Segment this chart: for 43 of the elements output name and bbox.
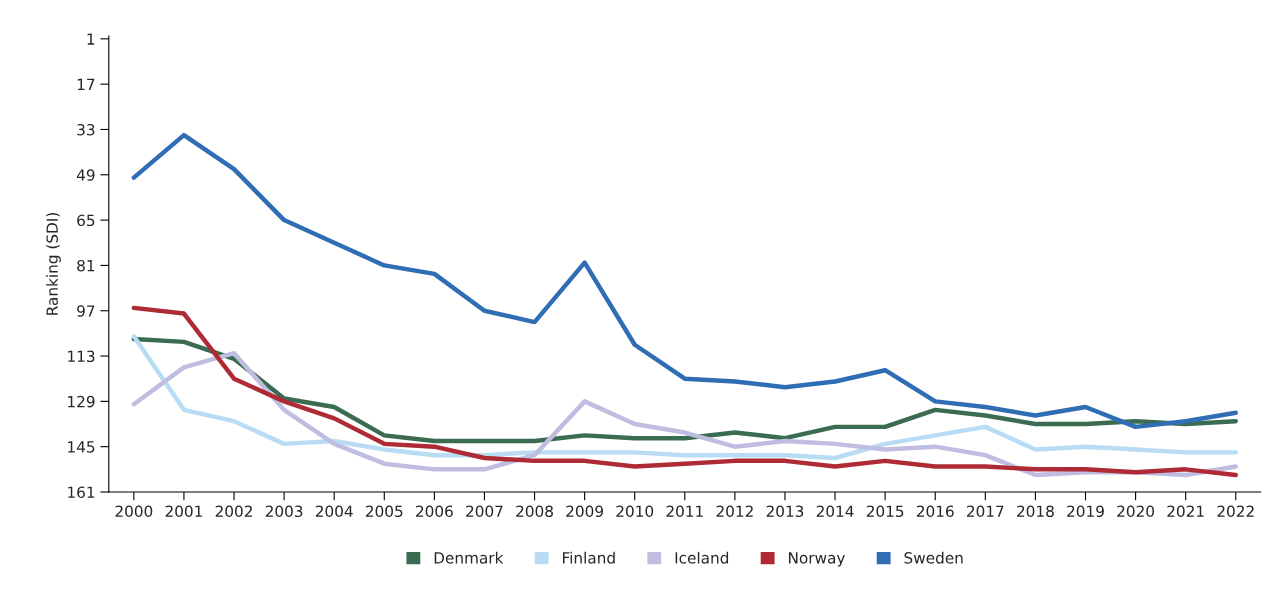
x-tick-label: 2002 — [215, 505, 252, 518]
x-tick-label: 2017 — [967, 505, 1004, 518]
legend-label: Sweden — [904, 551, 963, 564]
x-tick-label: 2006 — [416, 505, 453, 518]
y-tick-label: 81 — [77, 259, 95, 272]
y-tick-label: 1 — [87, 33, 95, 45]
line-series — [131, 305, 1238, 478]
y-tick-label: 33 — [77, 123, 95, 136]
x-tick-label: 2021 — [1167, 505, 1204, 518]
x-tick-label: 2007 — [466, 505, 503, 518]
x-tick-label: 2010 — [616, 505, 654, 518]
x-tick-label: 2013 — [766, 505, 804, 518]
x-tick-label: 2019 — [1067, 505, 1104, 518]
line-series — [131, 351, 1238, 478]
x-tick-label: 2000 — [115, 505, 153, 518]
x-tick-label: 2009 — [566, 505, 603, 518]
y-tick-label: 65 — [77, 214, 95, 227]
legend-label: Finland — [562, 551, 615, 564]
x-tick-label: 2016 — [916, 505, 954, 518]
x-tick-label: 2020 — [1117, 505, 1155, 518]
x-tick-label: 2012 — [716, 505, 753, 518]
x-tick-label: 2014 — [816, 505, 854, 518]
x-tick-label: 2008 — [516, 505, 553, 518]
legend-label: Denmark — [434, 551, 504, 564]
y-tick-label: 145 — [68, 441, 95, 453]
x-tick-label: 2001 — [165, 505, 202, 518]
x-tick-label: 2003 — [265, 505, 303, 518]
y-tick-label: 161 — [68, 486, 95, 499]
y-tick-label: 49 — [76, 169, 95, 181]
x-tick-label: 2015 — [866, 505, 904, 518]
x-tick-label: 2022 — [1217, 505, 1254, 518]
x-tick-label: 2011 — [666, 505, 703, 518]
legend-label: Norway — [788, 552, 845, 567]
y-tick-label: 113 — [68, 350, 95, 363]
x-tick-label: 2004 — [315, 505, 353, 518]
legend-label: Iceland — [675, 551, 729, 564]
line-series — [131, 132, 1238, 430]
y-tick-label: 129 — [68, 395, 95, 408]
y-tick-label: 17 — [77, 78, 95, 90]
x-tick-label: 2005 — [365, 505, 403, 518]
y-tick-label: 97 — [77, 305, 95, 317]
y-axis-title: Ranking (SDI) — [46, 213, 61, 315]
x-tick-label: 2018 — [1017, 505, 1054, 518]
